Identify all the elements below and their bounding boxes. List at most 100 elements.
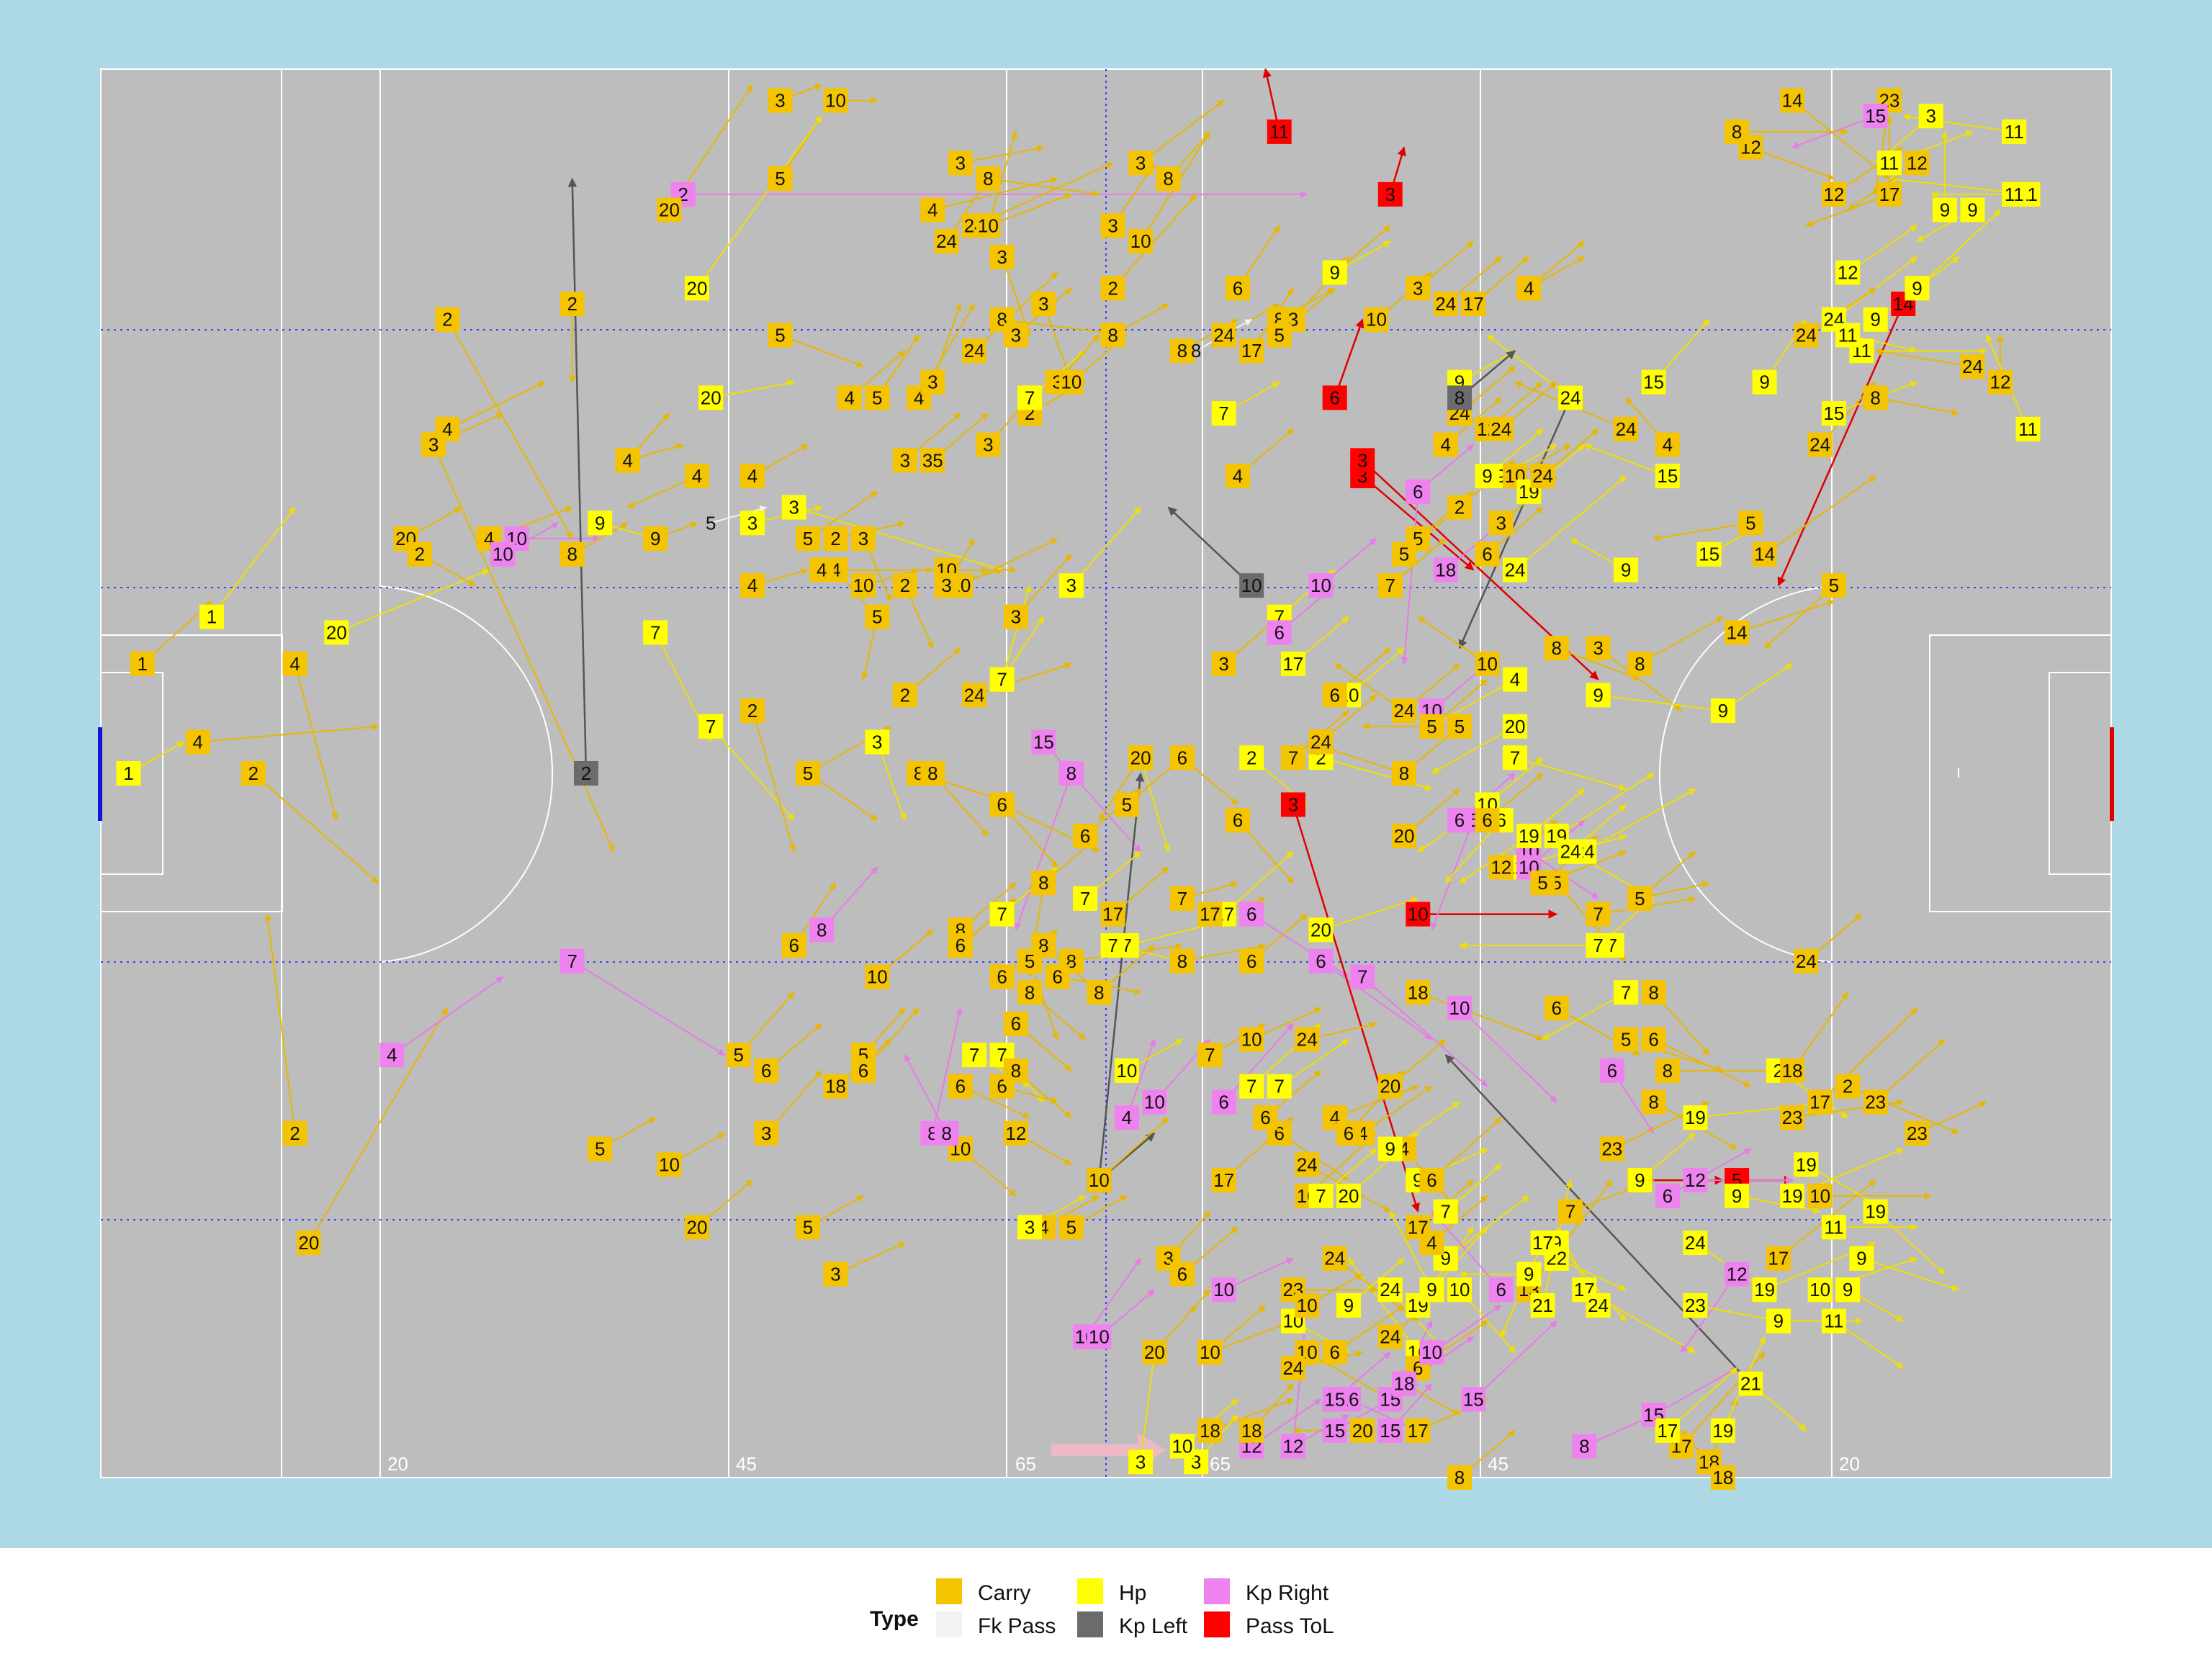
legend-label: Pass ToL: [1246, 1614, 1334, 1638]
event-player-label: 24: [1213, 324, 1234, 346]
arc-right: [1658, 585, 1833, 963]
event-node-48: 7: [1350, 964, 1375, 989]
event-node-127: 9: [1835, 1277, 1861, 1303]
event-node-14: 2: [573, 761, 598, 786]
event-player-label: 5: [1829, 575, 1839, 596]
event-node-267: 24: [1377, 1324, 1403, 1349]
event-arrow-7: [307, 1007, 449, 1244]
event-player-label: 8: [1399, 763, 1409, 784]
event-player-label: 12: [1838, 262, 1858, 284]
event-player-label: 9: [1524, 1263, 1534, 1285]
event-marker: [1377, 181, 1403, 207]
event-arrow-139: [1431, 725, 1516, 774]
event-node-285: 6: [1211, 1089, 1236, 1115]
event-marker: [573, 761, 598, 786]
event-marker: [989, 667, 1015, 692]
event-node-188: 10: [1475, 651, 1500, 676]
event-node-315: 6: [781, 933, 806, 958]
event-player-label: 17: [1408, 1216, 1429, 1238]
event-node-74: 4: [1114, 1105, 1139, 1130]
event-player-label: 23: [1782, 1107, 1803, 1128]
event-marker: [684, 276, 709, 301]
event-player-label: 6: [1233, 809, 1243, 831]
event-arrow-74: [1125, 1038, 1156, 1118]
event-node-260: 10: [1280, 1308, 1305, 1334]
event-marker: [1239, 948, 1264, 974]
event-node-289: 7: [1308, 1183, 1334, 1208]
event-marker: [1530, 871, 1555, 896]
event-marker: [1406, 1215, 1431, 1240]
event-marker: [2002, 119, 2027, 144]
event-player-label: 8: [1635, 653, 1645, 675]
event-player-label: 10: [853, 575, 874, 596]
event-node-230: 3: [865, 729, 890, 755]
event-marker: [739, 511, 765, 536]
event-player-label: 5: [1122, 793, 1132, 815]
event-marker: [1211, 1168, 1236, 1193]
event-node-113: 21: [1738, 1371, 1763, 1396]
event-marker: [739, 573, 765, 598]
event-node-418: 5: [1530, 871, 1555, 896]
event-marker: [1087, 1324, 1112, 1349]
event-player-label: 9: [1329, 262, 1339, 284]
event-player-label: 8: [1663, 1060, 1673, 1082]
event-marker: [1322, 683, 1347, 708]
event-player-label: 10: [1809, 1279, 1830, 1300]
event-marker: [615, 448, 640, 473]
event-marker: [588, 511, 613, 536]
event-marker: [1280, 651, 1305, 676]
event-marker: [934, 229, 959, 254]
event-marker: [948, 933, 973, 958]
event-node-120: 17: [1807, 1089, 1833, 1115]
event-marker: [1488, 1277, 1514, 1303]
event-node-298: 6: [1045, 964, 1070, 989]
event-player-label: 11: [1824, 1216, 1843, 1238]
distance-label-3: 65: [1015, 1453, 1036, 1475]
event-marker: [1863, 307, 1888, 332]
event-player-label: 11: [1824, 1310, 1843, 1332]
event-arrow-259: [1210, 1320, 1294, 1354]
event-node-115: 17: [1766, 1246, 1791, 1271]
event-arrow-131: [1653, 522, 1751, 541]
event-marker: [1239, 902, 1264, 927]
event-arrow-162: [1916, 209, 2001, 289]
event-node-140: 7: [1503, 745, 1528, 770]
event-node-164: 11: [2015, 416, 2041, 441]
event-marker: [1794, 948, 1819, 974]
event-player-label: 7: [1593, 904, 1603, 925]
event-marker: [1058, 573, 1084, 598]
event-player-label: 3: [1038, 293, 1048, 315]
event-marker: [1045, 964, 1070, 989]
event-node-395: 18: [1433, 557, 1458, 583]
event-marker: [796, 526, 821, 551]
event-player-label: 5: [1066, 1216, 1076, 1238]
event-node-133: 9: [1614, 557, 1639, 583]
legend-background: [0, 1548, 2212, 1659]
event-player-label: 23: [1601, 1138, 1622, 1160]
event-player-label: 15: [1463, 1388, 1484, 1410]
event-node-281: 24: [1295, 1027, 1320, 1052]
event-node-271: 9: [1419, 1277, 1444, 1303]
event-player-label: 17: [1241, 340, 1262, 361]
event-node-343: 5: [706, 512, 716, 534]
event-marker: [1391, 541, 1416, 567]
event-marker: [1627, 886, 1653, 911]
event-node-428: 10: [1169, 1434, 1195, 1459]
event-player-label: 10: [1477, 653, 1498, 675]
event-player-label: 5: [803, 1216, 813, 1238]
event-marker: [1488, 855, 1514, 880]
event-node-205: 10: [1128, 229, 1154, 254]
event-player-label: 12: [1727, 1263, 1748, 1285]
event-node-213: 10: [976, 213, 1001, 238]
event-marker: [1821, 181, 1846, 207]
event-marker: [559, 292, 585, 316]
event-player-label: 2: [1246, 747, 1256, 768]
event-node-242: 6: [1267, 1120, 1292, 1146]
event-node-340: 10: [490, 541, 516, 567]
event-marker: [1322, 1418, 1347, 1443]
event-arrow-26: [752, 710, 796, 853]
event-node-199: 6: [1544, 996, 1569, 1020]
event-marker: [1169, 745, 1195, 770]
event-node-362: 8: [1100, 323, 1125, 348]
event-marker: [739, 698, 765, 724]
